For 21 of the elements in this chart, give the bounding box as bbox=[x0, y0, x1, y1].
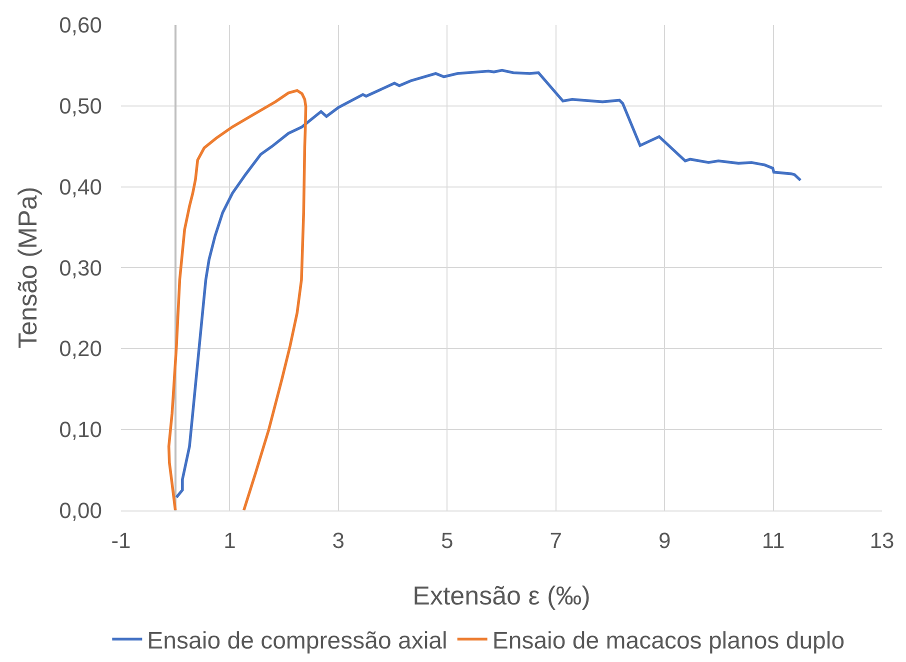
x-tick-label: -1 bbox=[111, 528, 131, 553]
x-tick-label: 3 bbox=[332, 528, 345, 553]
line-series bbox=[167, 89, 308, 510]
y-tick-label: 0,10 bbox=[59, 417, 102, 442]
x-tick-label: 9 bbox=[658, 528, 671, 553]
line-series bbox=[175, 68, 802, 499]
y-axis-title: Tensão (MPa) bbox=[12, 186, 43, 349]
y-tick-label: 0,00 bbox=[59, 498, 102, 523]
y-tick-label: 0,40 bbox=[59, 174, 102, 200]
y-tick-label: 0,30 bbox=[59, 255, 102, 280]
y-tick-label: 0,60 bbox=[59, 12, 102, 38]
x-tick-label: 7 bbox=[550, 528, 562, 553]
legend-label: Ensaio de compressão axial bbox=[147, 627, 448, 654]
x-tick-label: 13 bbox=[870, 528, 894, 553]
x-axis-title: Extensão ε (‰) bbox=[412, 580, 590, 610]
y-tick-label: 0,20 bbox=[59, 336, 102, 362]
x-tick-label: 1 bbox=[224, 528, 236, 553]
legend-label: Ensaio de macacos planos duplo bbox=[492, 627, 845, 654]
x-tick-label: 11 bbox=[762, 528, 785, 553]
y-tick-label: 0,50 bbox=[59, 94, 102, 119]
x-tick-label: 5 bbox=[441, 528, 454, 553]
